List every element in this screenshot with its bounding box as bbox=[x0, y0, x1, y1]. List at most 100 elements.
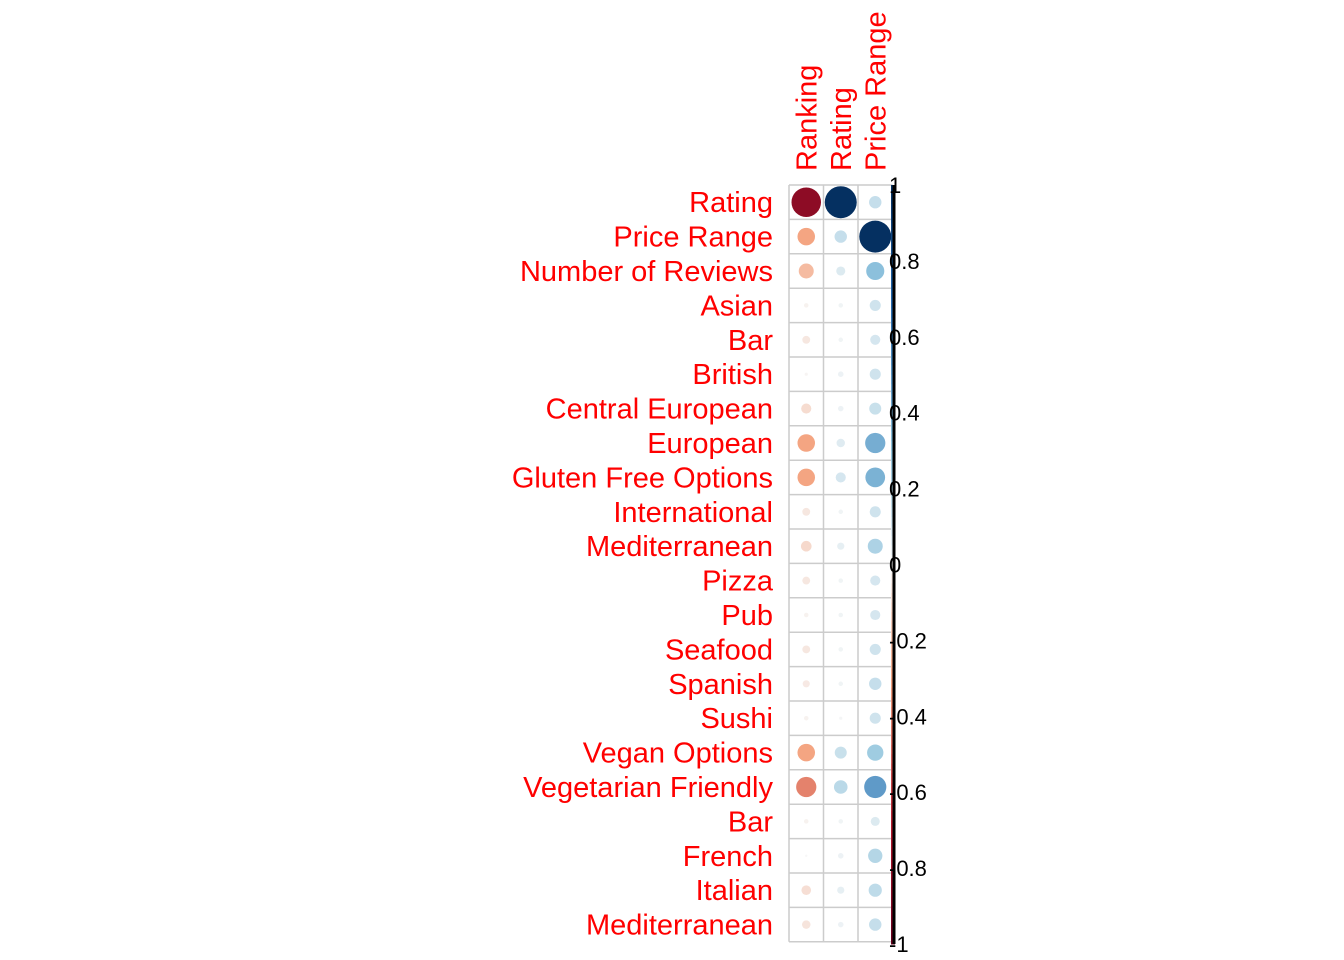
row-label: French bbox=[683, 841, 773, 873]
correlation-circle bbox=[870, 575, 881, 586]
correlation-circle bbox=[802, 645, 811, 654]
correlation-circle bbox=[836, 266, 846, 276]
colorbar-tick-label: -0.8 bbox=[889, 856, 927, 881]
colorbar-tick-label: 0.6 bbox=[889, 325, 920, 350]
colorbar-tick-label: 0.8 bbox=[889, 249, 920, 274]
correlation-circle bbox=[835, 472, 846, 483]
column-labels: Ranking Rating Price Range bbox=[791, 11, 892, 171]
correlation-circle bbox=[868, 883, 882, 897]
correlation-circle bbox=[796, 776, 817, 798]
column-label: Rating bbox=[826, 87, 858, 171]
correlation-circle bbox=[870, 816, 880, 826]
correlation-circle bbox=[869, 402, 882, 415]
correlation-circle bbox=[837, 405, 844, 412]
grid bbox=[788, 184, 894, 943]
row-label: Mediterranean bbox=[586, 910, 773, 942]
correlation-circle bbox=[859, 220, 892, 253]
correlation-circle bbox=[869, 506, 881, 518]
row-label: Central European bbox=[546, 394, 773, 426]
row-label: Pub bbox=[721, 600, 773, 632]
row-label: Bar bbox=[728, 806, 773, 838]
correlation-circle bbox=[803, 303, 809, 308]
correlation-circle bbox=[864, 775, 887, 799]
row-label: Asian bbox=[700, 290, 773, 322]
row-label: Number of Reviews bbox=[520, 256, 773, 288]
colorbar-tick-label: -1 bbox=[889, 932, 909, 957]
correlation-circle bbox=[833, 780, 848, 794]
colorbar-tick-label: -0.2 bbox=[889, 628, 927, 653]
row-label: Sushi bbox=[700, 703, 773, 735]
row-label: Seafood bbox=[665, 634, 773, 666]
correlation-circle bbox=[805, 854, 808, 857]
colorbar: 1 0.8 0.6 0.4 0.2 0 -0.2 -0.4 -0.6 -0.8 -1 bbox=[889, 173, 927, 957]
row-label: Gluten Free Options bbox=[512, 462, 773, 494]
row-label: Vegan Options bbox=[583, 738, 773, 770]
row-label: European bbox=[647, 428, 773, 460]
correlation-circle bbox=[838, 647, 844, 652]
correlation-circle bbox=[870, 609, 881, 621]
correlation-circle bbox=[838, 681, 844, 687]
correlation-circle bbox=[800, 540, 812, 552]
row-label: Vegetarian Friendly bbox=[523, 772, 773, 804]
correlation-circle bbox=[838, 337, 844, 343]
correlation-circle bbox=[801, 885, 812, 895]
row-label: Bar bbox=[728, 325, 773, 357]
correlation-circle bbox=[837, 542, 845, 550]
correlation-circle bbox=[824, 186, 857, 219]
column-label: Ranking bbox=[791, 65, 823, 171]
column-label: Price Range bbox=[860, 11, 892, 171]
row-label: Spanish bbox=[668, 669, 773, 701]
correlation-circle bbox=[802, 576, 811, 585]
correlation-circle bbox=[869, 643, 881, 655]
row-label: British bbox=[692, 359, 773, 391]
correlation-circle bbox=[834, 746, 847, 759]
row-label: Mediterranean bbox=[586, 531, 773, 563]
colorbar-tick-label: 1 bbox=[889, 173, 901, 198]
correlation-circle bbox=[838, 509, 844, 515]
correlation-circle bbox=[802, 920, 811, 929]
correlation-circle bbox=[837, 371, 844, 377]
correlation-circle bbox=[802, 680, 810, 688]
correlation-circle bbox=[865, 432, 886, 454]
colorbar-tick-label: 0.4 bbox=[889, 401, 920, 426]
row-label: Pizza bbox=[702, 566, 774, 598]
correlation-circle bbox=[866, 261, 885, 281]
row-label: Rating bbox=[689, 187, 773, 219]
correlation-circle bbox=[802, 335, 811, 344]
correlation-circle bbox=[838, 578, 844, 583]
correlation-circle bbox=[865, 467, 886, 488]
correlation-circle bbox=[834, 230, 847, 243]
correlation-circle bbox=[869, 299, 881, 311]
correlation-circle bbox=[803, 819, 809, 824]
correlation-circle bbox=[797, 434, 816, 452]
correlation-circle bbox=[836, 438, 845, 448]
correlation-circle bbox=[791, 187, 821, 217]
correlation-circle bbox=[868, 848, 883, 863]
correlation-circle bbox=[838, 612, 844, 618]
correlation-circle bbox=[804, 372, 808, 376]
correlation-circle bbox=[838, 819, 844, 824]
correlation-circle bbox=[837, 853, 844, 859]
correlation-circle bbox=[867, 744, 884, 761]
correlation-circle bbox=[869, 712, 881, 724]
correlation-circle bbox=[837, 886, 845, 894]
correlation-circle bbox=[803, 612, 809, 618]
colorbar-tick-label: 0 bbox=[889, 553, 901, 578]
correlation-circle bbox=[797, 743, 816, 762]
correlation-circle bbox=[839, 716, 843, 720]
correlation-circle bbox=[797, 227, 816, 246]
correlation-circle bbox=[803, 715, 809, 721]
correlation-circle bbox=[869, 196, 882, 209]
row-label: Price Range bbox=[613, 222, 773, 254]
colorbar-tick-label: -0.4 bbox=[889, 704, 927, 729]
correlation-circle bbox=[867, 538, 883, 554]
correlation-circle bbox=[802, 507, 811, 516]
correlation-circle bbox=[837, 921, 844, 928]
colorbar-tick-label: -0.6 bbox=[889, 780, 927, 805]
correlation-circle bbox=[801, 403, 812, 414]
correlation-circle bbox=[869, 677, 882, 690]
correlation-circle bbox=[869, 368, 881, 380]
correlation-circles bbox=[791, 186, 892, 931]
